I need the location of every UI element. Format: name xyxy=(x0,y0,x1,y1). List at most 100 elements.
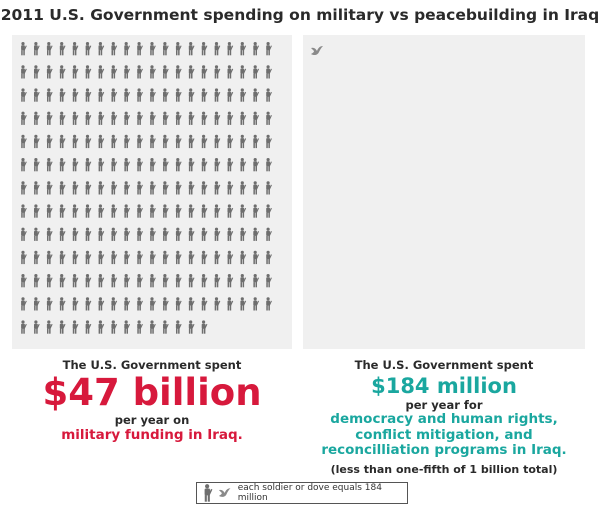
soldier-icon xyxy=(111,181,118,195)
soldier-icon xyxy=(85,274,92,288)
soldier-icon xyxy=(150,111,156,125)
soldier-icon xyxy=(227,204,234,218)
soldier-icon xyxy=(201,320,208,334)
soldier-icon xyxy=(253,227,260,241)
soldier-icon xyxy=(214,274,221,288)
soldier-icon xyxy=(150,65,156,79)
soldier-icon xyxy=(21,320,27,334)
soldier-icon xyxy=(214,88,221,102)
soldier-icon xyxy=(137,204,143,218)
soldier-icon xyxy=(124,134,131,149)
soldier-icon xyxy=(188,88,195,102)
soldier-icon xyxy=(163,274,169,288)
soldier-icon xyxy=(98,320,105,334)
soldier-icon xyxy=(214,65,221,79)
soldier-icon xyxy=(98,111,105,125)
soldier-icon xyxy=(240,250,247,265)
soldier-icon xyxy=(227,134,234,149)
soldier-icon xyxy=(266,65,272,79)
soldier-icon xyxy=(137,111,143,125)
soldier-icon xyxy=(188,204,195,218)
soldier-icon xyxy=(72,250,79,265)
soldier-icon xyxy=(124,204,131,218)
peace-caption-line5: reconcilliation programs in Iraq. xyxy=(321,442,567,458)
soldier-icon xyxy=(34,88,40,102)
soldier-icon xyxy=(163,134,169,149)
soldier-icon xyxy=(253,297,260,311)
soldier-icon xyxy=(21,204,27,218)
dove-icon xyxy=(219,488,231,497)
soldier-icon xyxy=(124,42,131,56)
soldier-icon xyxy=(137,320,143,334)
soldier-icon xyxy=(46,297,53,311)
military-caption: The U.S. Government spent $47 billion pe… xyxy=(12,358,292,444)
soldier-icon xyxy=(111,42,118,56)
soldier-icon xyxy=(201,88,208,102)
soldier-icon xyxy=(227,65,234,79)
soldier-icon xyxy=(201,250,208,265)
soldier-icon xyxy=(34,320,40,334)
peace-caption-note: (less than one-fifth of 1 billion total) xyxy=(330,462,558,476)
soldier-icon xyxy=(98,158,105,172)
soldier-icon xyxy=(253,158,260,172)
soldier-icon xyxy=(111,250,118,265)
soldier-icon xyxy=(98,227,105,241)
soldier-icon xyxy=(98,134,105,149)
soldier-icon xyxy=(175,158,182,172)
soldier-icon xyxy=(137,158,143,172)
soldier-icon xyxy=(98,204,105,218)
soldier-icon xyxy=(21,158,27,172)
soldier-icon xyxy=(46,158,53,172)
soldier-icon xyxy=(240,204,247,218)
soldier-icon xyxy=(98,65,105,79)
soldier-icon xyxy=(214,204,221,218)
soldier-icon xyxy=(111,227,118,241)
soldier-icon xyxy=(201,297,208,311)
soldier-icon xyxy=(137,88,143,102)
soldier-icon xyxy=(34,227,40,241)
soldier-icon xyxy=(163,227,169,241)
soldier-icon xyxy=(175,297,182,311)
soldier-icon xyxy=(240,111,247,125)
soldier-icon xyxy=(34,111,40,125)
soldier-icon xyxy=(124,88,131,102)
soldier-icon xyxy=(227,250,234,265)
soldier-icon xyxy=(201,158,208,172)
soldier-icon xyxy=(240,42,247,56)
soldier-icon xyxy=(240,88,247,102)
soldier-icon xyxy=(214,297,221,311)
soldier-icon xyxy=(163,158,169,172)
soldier-icon xyxy=(85,65,92,79)
soldier-icon xyxy=(175,227,182,241)
soldier-icon xyxy=(266,134,272,149)
soldier-icon xyxy=(214,250,221,265)
soldier-icon xyxy=(188,297,195,311)
soldier-icon xyxy=(175,320,182,334)
soldier-icon xyxy=(214,111,221,125)
soldier-icon xyxy=(150,320,156,334)
soldier-icon xyxy=(21,42,27,56)
soldier-icon xyxy=(111,88,118,102)
soldier-icon xyxy=(188,134,195,149)
soldier-icon xyxy=(59,204,66,218)
soldier-icon xyxy=(98,297,105,311)
soldier-icon xyxy=(227,42,234,56)
soldier-icon xyxy=(188,227,195,241)
peace-caption-line1: The U.S. Government spent xyxy=(354,358,534,372)
soldier-icon xyxy=(34,42,40,56)
soldier-icon xyxy=(59,111,66,125)
soldier-icon xyxy=(150,227,156,241)
soldier-icon xyxy=(253,274,260,288)
soldier-icon xyxy=(175,65,182,79)
soldier-icon xyxy=(124,274,131,288)
soldier-icon xyxy=(124,65,131,79)
soldier-icon xyxy=(85,181,92,195)
soldier-icon xyxy=(59,297,66,311)
soldier-icon xyxy=(175,134,182,149)
soldier-icon xyxy=(21,250,27,265)
soldier-icon xyxy=(201,111,208,125)
soldier-icon xyxy=(85,134,92,149)
soldier-icon xyxy=(163,42,169,56)
peace-caption-line3: democracy and human rights, xyxy=(330,411,558,427)
soldier-icon xyxy=(46,42,53,56)
